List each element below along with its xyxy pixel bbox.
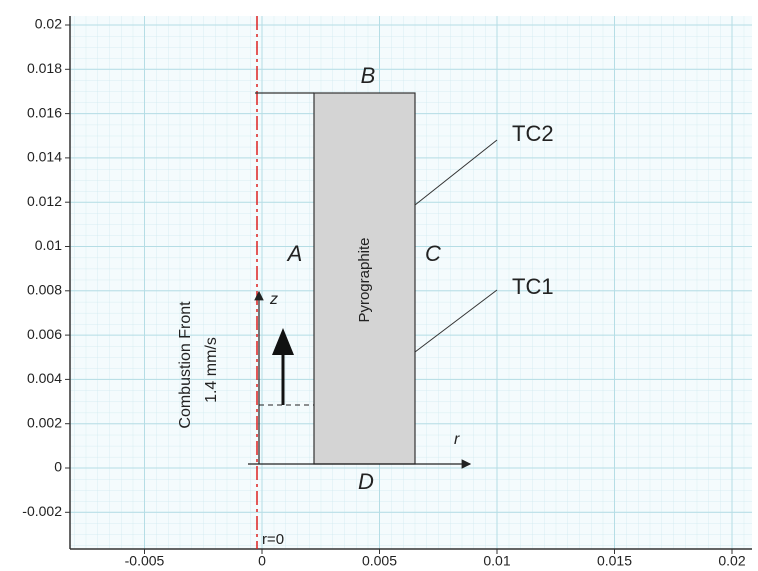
y-tick-label: 0.006 xyxy=(27,326,62,342)
r-label: r xyxy=(454,431,460,448)
tc1-leader xyxy=(414,289,498,353)
y-tick-label: 0.018 xyxy=(27,60,62,76)
tc2-label: TC2 xyxy=(512,121,554,146)
y-tick-label: -0.002 xyxy=(22,503,62,519)
y-tick-label: 0.016 xyxy=(27,104,62,120)
label-b: B xyxy=(361,63,376,88)
y-tick-label: 0.02 xyxy=(35,16,62,32)
y-tick-label: 0.012 xyxy=(27,193,62,209)
x-tick-label: -0.005 xyxy=(125,553,165,569)
front-label: Combustion Front xyxy=(177,301,194,429)
y-tick-label: 0.002 xyxy=(27,414,62,430)
y-tick-label: 0.014 xyxy=(27,149,62,165)
y-tick-label: 0.004 xyxy=(27,370,62,386)
label-c: C xyxy=(425,241,441,266)
x-tick-label: 0.01 xyxy=(483,553,510,569)
label-d: D xyxy=(358,469,374,494)
front-arrow-head xyxy=(272,328,294,355)
y-tick-label: 0 xyxy=(54,459,62,475)
x-tick-label: 0.005 xyxy=(362,553,397,569)
tc2-leader xyxy=(414,139,498,206)
x-tick-label: 0.015 xyxy=(597,553,632,569)
sample xyxy=(313,92,416,465)
material-label: Pyrographite xyxy=(356,237,373,322)
origin-label: r=0 xyxy=(262,531,284,548)
y-tick-label: 0.01 xyxy=(35,237,62,253)
tc1-label: TC1 xyxy=(512,274,554,299)
x-tick-label: 0 xyxy=(258,553,266,569)
label-a: A xyxy=(286,241,303,266)
speed-label: 1.4 mm/s xyxy=(203,337,220,403)
y-tick-label: 0.008 xyxy=(27,282,62,298)
x-tick-label: 0.02 xyxy=(718,553,745,569)
z-label: z xyxy=(269,291,278,308)
